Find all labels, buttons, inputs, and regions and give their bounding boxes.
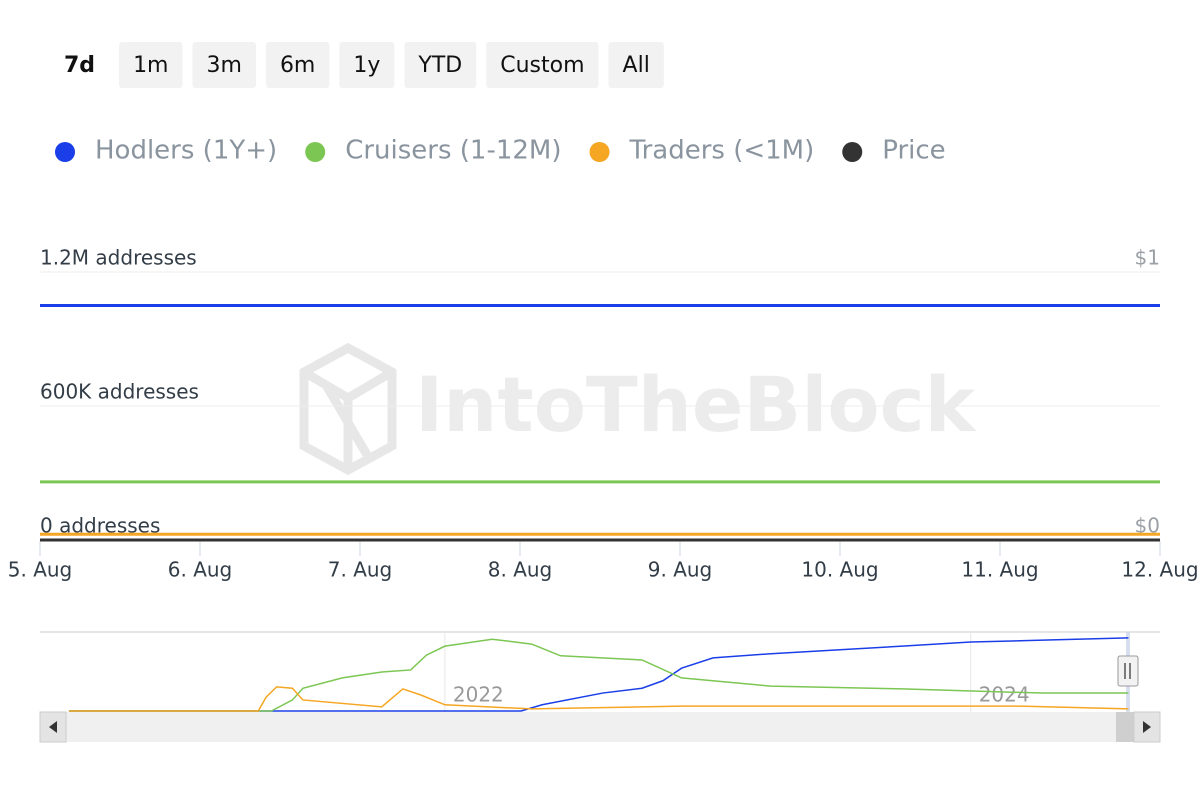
y2-tick-label: $1 (1135, 246, 1160, 270)
range-button-label: YTD (417, 53, 462, 78)
range-button[interactable] (265, 42, 330, 88)
scrollbar-thumb[interactable] (1116, 712, 1134, 742)
navigator-line (68, 638, 1129, 712)
x-tick-label: 6. Aug (168, 558, 233, 582)
scroll-left-arrow (49, 721, 57, 733)
x-tick-label: 8. Aug (488, 558, 553, 582)
range-button-label: 1y (353, 53, 380, 78)
scrollbar-track[interactable] (40, 712, 1160, 742)
legend-label: Price (882, 136, 945, 166)
navigator-tick-label: 2024 (979, 683, 1030, 707)
x-tick-label: 12. Aug (1121, 558, 1198, 582)
legend-label: Cruisers (1-12M) (345, 136, 561, 166)
range-button[interactable] (608, 42, 664, 88)
scroll-right-arrow (1143, 721, 1151, 733)
legend-marker (589, 142, 610, 162)
legend-marker (842, 142, 863, 162)
legend-marker (305, 142, 326, 162)
range-button-label: All (623, 53, 650, 78)
x-tick-label: 9. Aug (648, 558, 713, 582)
watermark-logo (299, 342, 397, 476)
range-button-label: 7d (64, 53, 95, 78)
navigator-handle-grip (1124, 663, 1131, 679)
legend-marker (55, 142, 75, 162)
range-button[interactable] (486, 42, 599, 88)
range-button-label: 3m (207, 53, 242, 78)
x-tick-label: 5. Aug (8, 558, 73, 582)
range-button[interactable] (404, 42, 477, 88)
navigator-tick-label: 2022 (453, 683, 504, 707)
navigator-handle[interactable] (1117, 655, 1139, 687)
legend-label: Hodlers (1Y+) (95, 136, 277, 166)
legend-label: Traders (<1M) (629, 136, 815, 166)
navigator-line (68, 637, 1129, 712)
range-button-label: 6m (280, 53, 315, 78)
range-button[interactable] (119, 42, 183, 88)
navigator-line (68, 686, 1129, 712)
y-tick-label: 600K addresses (40, 380, 199, 404)
x-tick-label: 7. Aug (328, 558, 393, 582)
range-button-label: Custom (500, 53, 584, 78)
x-tick-label: 11. Aug (961, 558, 1038, 582)
y-tick-label: 1.2M addresses (40, 246, 197, 270)
range-button[interactable] (339, 42, 395, 88)
watermark: IntoTheBlock (415, 360, 977, 449)
range-button-label: 1m (133, 53, 168, 78)
x-tick-label: 10. Aug (801, 558, 878, 582)
range-button[interactable] (192, 42, 256, 88)
